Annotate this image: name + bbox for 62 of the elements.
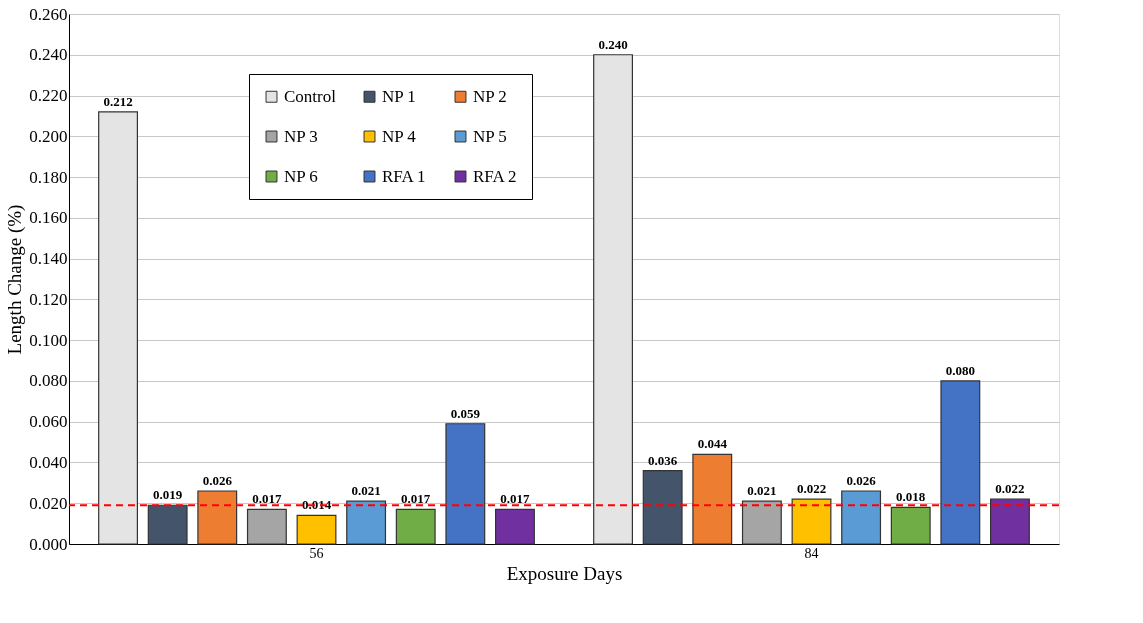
data-label: 0.022 <box>995 481 1025 497</box>
bar <box>990 498 1030 545</box>
y-tick-label: 0.260 <box>29 4 68 24</box>
data-label: 0.019 <box>153 487 183 503</box>
legend-label: NP 2 <box>473 86 507 106</box>
y-axis-title: Length Change (%) <box>4 204 27 355</box>
data-label: 0.021 <box>351 483 381 499</box>
legend-label: RFA 2 <box>473 166 517 186</box>
x-tick-label: 56 <box>309 545 324 561</box>
bar <box>692 453 733 545</box>
data-label: 0.026 <box>202 473 233 488</box>
bar <box>841 490 882 545</box>
bar <box>445 423 486 545</box>
y-tick-label: 0.120 <box>29 289 68 309</box>
data-label: 0.017 <box>252 491 283 507</box>
bar <box>246 508 287 545</box>
y-tick-label: 0.060 <box>29 412 68 432</box>
bar <box>791 498 832 545</box>
y-tick-label: 0.160 <box>29 208 68 228</box>
data-label: 0.021 <box>747 483 777 499</box>
y-tick-label: 0.040 <box>29 452 68 472</box>
y-tick-label: 0.220 <box>29 86 68 106</box>
bar <box>741 500 782 545</box>
data-label: 0.022 <box>796 481 827 497</box>
data-label: 0.018 <box>896 489 926 505</box>
data-label: 0.212 <box>103 93 133 109</box>
legend-label: NP 1 <box>382 86 416 106</box>
y-tick-label: 0.180 <box>29 167 68 187</box>
y-tick-label: 0.200 <box>29 126 68 146</box>
bar <box>642 470 683 545</box>
bar <box>593 54 633 545</box>
legend-label: NP 6 <box>284 166 318 186</box>
y-tick-label: 0.140 <box>29 249 68 269</box>
data-label: 0.026 <box>846 473 877 488</box>
legend-label: NP 5 <box>473 126 507 146</box>
y-tick-label: 0.020 <box>29 493 68 513</box>
bar <box>395 508 436 545</box>
bar <box>890 506 931 545</box>
x-axis-title: Exposure Days <box>506 562 623 584</box>
legend-label: Control <box>284 86 337 106</box>
bar <box>495 508 535 545</box>
data-label: 0.017 <box>500 491 531 507</box>
data-label: 0.036 <box>648 452 678 468</box>
data-label: 0.080 <box>945 362 975 378</box>
bar <box>98 111 138 545</box>
data-label: 0.017 <box>401 491 431 507</box>
bar <box>346 500 387 545</box>
legend-label: NP 4 <box>382 126 417 146</box>
y-tick-label: 0.000 <box>29 534 68 554</box>
data-label: 0.059 <box>450 405 481 421</box>
bar <box>197 490 238 545</box>
legend-label: NP 3 <box>284 126 318 146</box>
y-tick-label: 0.080 <box>29 371 68 391</box>
bar <box>147 504 188 545</box>
bar <box>296 514 337 545</box>
data-label: 0.044 <box>697 436 728 452</box>
legend-label: RFA 1 <box>382 166 426 186</box>
y-tick-label: 0.240 <box>29 45 68 65</box>
x-tick-label: 84 <box>804 545 819 561</box>
y-tick-label: 0.100 <box>29 330 68 350</box>
data-label: 0.240 <box>598 36 628 52</box>
bar <box>940 380 981 545</box>
